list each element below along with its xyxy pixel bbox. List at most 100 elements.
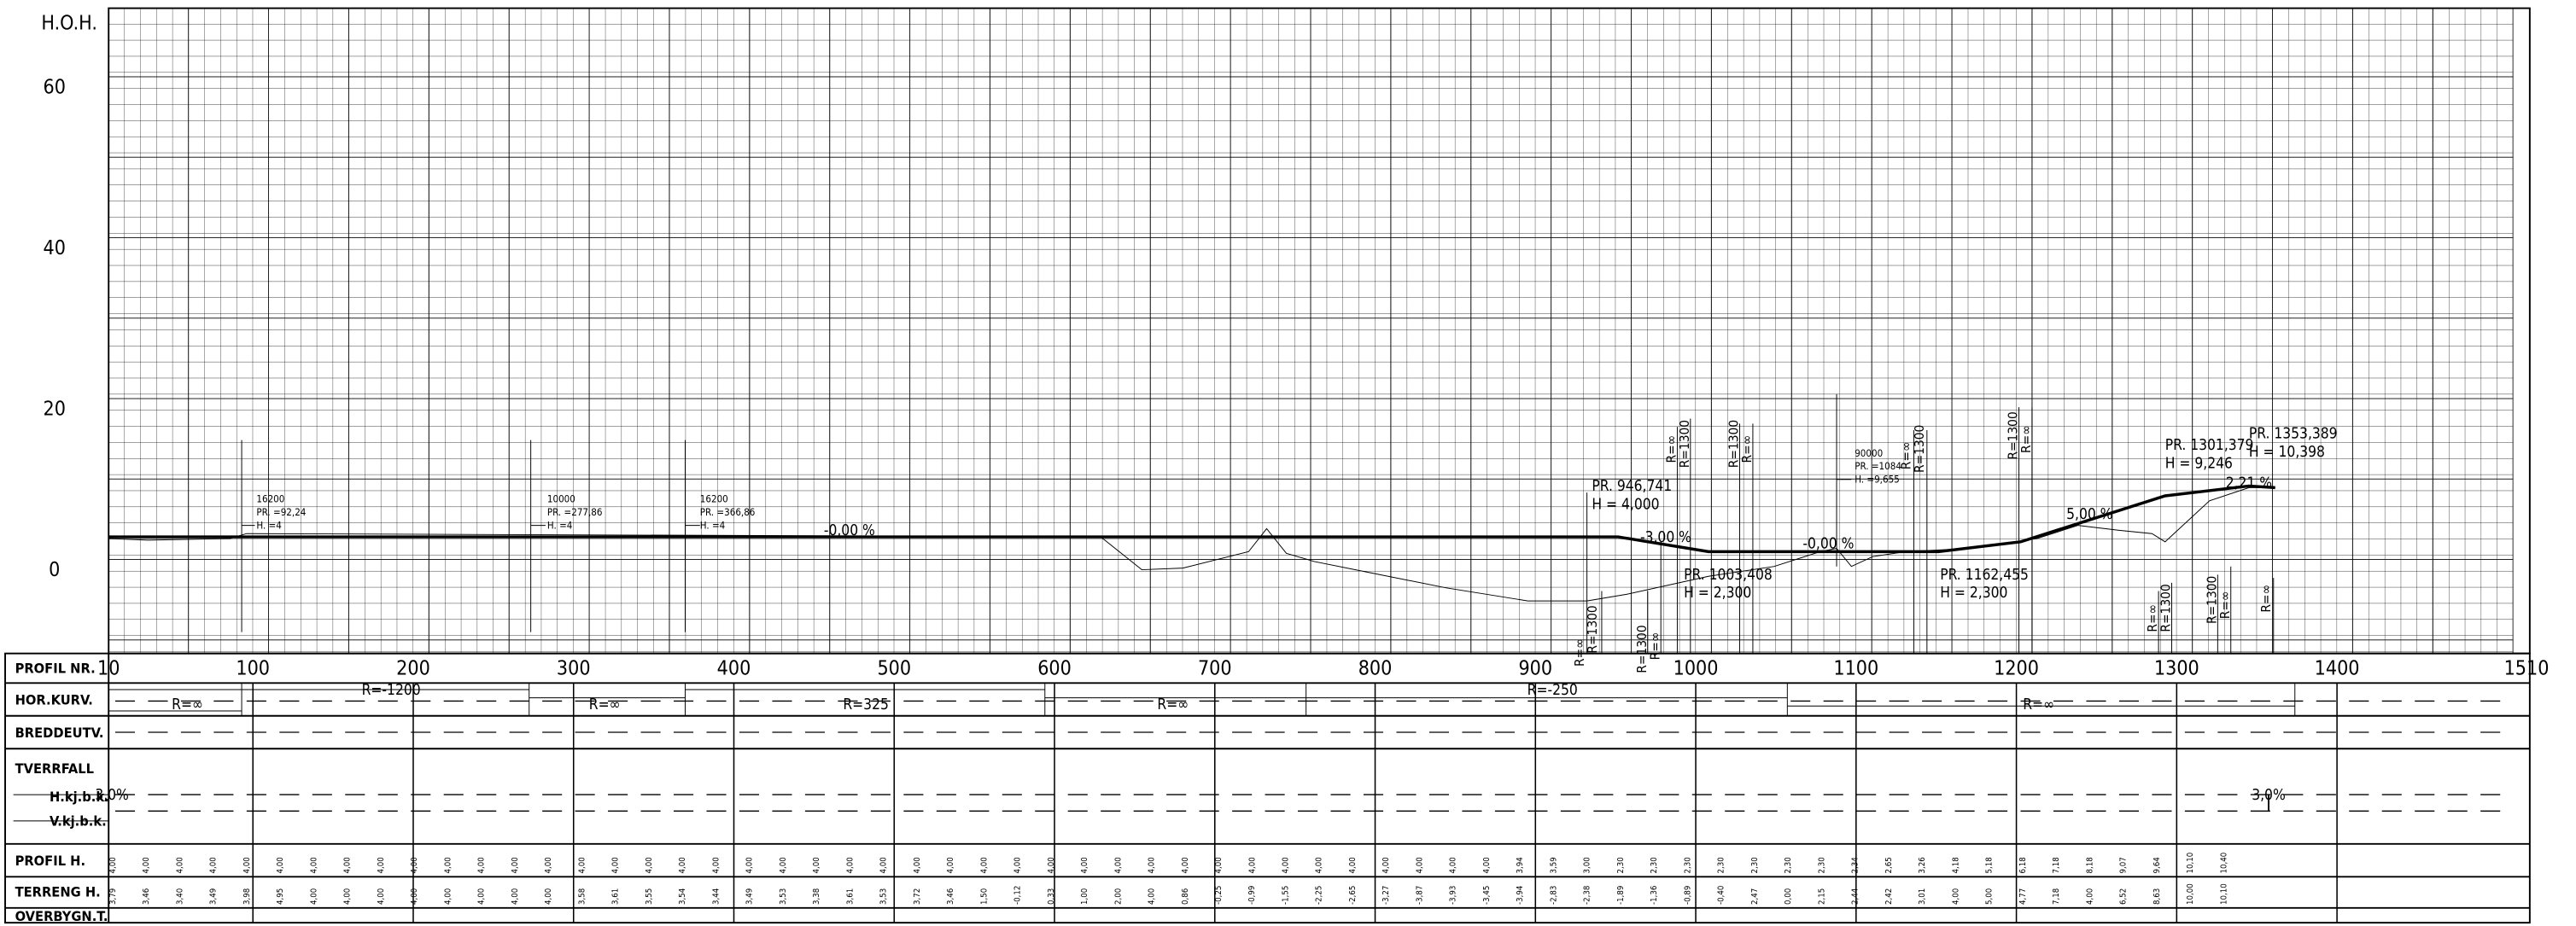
row-label: OVERBYGN.T. [15, 908, 108, 924]
row-label: PROFIL NR. [15, 661, 96, 677]
annotation: 10000 [547, 493, 575, 505]
x-tick-label: 600 [1037, 658, 1072, 680]
annotation: PR. 946,741 [1592, 478, 1672, 495]
table-value: 2,65 [1884, 857, 1894, 873]
table-value: 3,58 [577, 888, 587, 905]
table-value: 4,00 [979, 857, 989, 873]
table-value: 4,00 [1348, 857, 1358, 873]
annotation: PR. 1353,389 [2249, 426, 2338, 443]
radius-label: R=1300 [2158, 584, 2174, 632]
table-value: 4,00 [812, 857, 821, 873]
annotation: 16200 [700, 493, 728, 505]
table-value: 6,18 [2018, 857, 2028, 873]
table-value: 4,00 [1013, 857, 1023, 873]
x-tick-label: 400 [717, 658, 751, 680]
annotation: H. =4 [256, 519, 282, 531]
annotation: H. =4 [700, 519, 726, 531]
table-value: 4,00 [946, 857, 955, 873]
table-value: 4,00 [142, 857, 151, 873]
table-value: -2,65 [1348, 886, 1358, 905]
table-value: 4,00 [1315, 857, 1324, 873]
table-value: 3,26 [1918, 857, 1927, 873]
table-value: -1,36 [1650, 886, 1659, 905]
table-value: 2,30 [1650, 857, 1659, 873]
table-value: 3,40 [175, 888, 184, 905]
table-value: 2,00 [1113, 888, 1123, 905]
table-value: 4,00 [410, 888, 419, 905]
x-tick-label: 100 [236, 658, 270, 680]
table-value: 3,00 [1583, 857, 1592, 873]
radius-label: R=∞ [1572, 638, 1587, 667]
annotation: H = 2,300 [1940, 585, 2007, 602]
table-value: 4,00 [913, 857, 922, 873]
table-value: 2,30 [1750, 857, 1760, 873]
y-tick-label: 20 [44, 399, 66, 421]
radius-label: R=1300 [1912, 425, 1927, 473]
table-value: -3,87 [1415, 886, 1424, 905]
curve-radius: R=325 [843, 696, 889, 713]
x-tick-label: 1200 [1994, 658, 2039, 680]
table-value: 4,00 [1282, 857, 1291, 873]
table-value: -0,99 [1247, 886, 1257, 905]
x-tick-label: 700 [1198, 658, 1232, 680]
grade: -3,00 % [1640, 529, 1691, 546]
table-value: -2,38 [1583, 886, 1592, 905]
table-value: -3,94 [1516, 885, 1525, 905]
annotation: H. =4 [547, 519, 573, 531]
table-value: 4,18 [1951, 857, 1960, 873]
table-value: 4,95 [276, 888, 285, 905]
annotation: H = 10,398 [2249, 444, 2325, 461]
table-value: 4,00 [577, 857, 587, 873]
table-value: 4,00 [1113, 857, 1123, 873]
table-value: 8,18 [2085, 857, 2094, 873]
table-value: 4,00 [1951, 888, 1960, 905]
table-value: 4,00 [242, 857, 252, 873]
table-value: 4,00 [1080, 857, 1089, 873]
grade: -0,00 % [824, 522, 875, 539]
table-value: 6,52 [2119, 888, 2129, 905]
cross-slope: 3,0% [2252, 787, 2286, 804]
table-value: 2,30 [1817, 857, 1826, 873]
table-value: 4,00 [544, 857, 553, 873]
table-value: 4,00 [611, 857, 621, 873]
table-value: 4,00 [745, 857, 755, 873]
table-value: 3,98 [242, 888, 252, 905]
row-label: HOR.KURV. [15, 691, 93, 708]
table-value: 3,72 [913, 888, 922, 905]
table-value: 4,00 [1247, 857, 1257, 873]
table-value: 8,63 [2153, 888, 2162, 905]
table-value: -1,89 [1616, 886, 1626, 905]
table-value: 4,00 [276, 857, 285, 873]
table-value: 4,00 [1482, 857, 1492, 873]
table-value: 4,00 [108, 857, 118, 873]
table-value: 10,40 [2219, 853, 2228, 874]
radius-label: R=∞ [2018, 425, 2034, 453]
table-value: 4,00 [1214, 857, 1224, 873]
table-value: -3,93 [1449, 886, 1458, 905]
table-value: 10,00 [2186, 883, 2195, 905]
table-frame [4, 652, 2531, 924]
x-tick-label: 10 [97, 658, 120, 680]
table-value: 3,59 [1549, 857, 1558, 873]
radius-label: R=∞ [2217, 591, 2233, 620]
curve-lines [108, 683, 2514, 812]
table-value: 2,30 [1717, 857, 1726, 873]
grade: 2,21 % [2226, 475, 2272, 492]
x-tick-label: 900 [1518, 658, 1552, 680]
annotation: H = 4,000 [1592, 496, 1659, 513]
annotation: H = 9,246 [2165, 455, 2233, 472]
row-label: TVERRFALL [15, 760, 94, 777]
table-value: -0,12 [1013, 886, 1023, 905]
annotation: PR. =366,86 [700, 506, 756, 518]
grade: -0,00 % [1802, 536, 1854, 553]
table-value: 10,10 [2219, 883, 2228, 905]
table-value: 3,55 [645, 888, 654, 905]
table-value: 4,00 [711, 857, 721, 873]
table-value: 3,53 [779, 888, 788, 905]
table-value: 2,42 [1884, 888, 1894, 905]
annotation: PR. 1003,408 [1684, 567, 1773, 584]
table-value: 4,00 [443, 888, 453, 905]
table-value: 4,00 [1415, 857, 1424, 873]
radius-label: R=∞ [1647, 632, 1662, 661]
radius-label: R=∞ [1739, 435, 1755, 463]
